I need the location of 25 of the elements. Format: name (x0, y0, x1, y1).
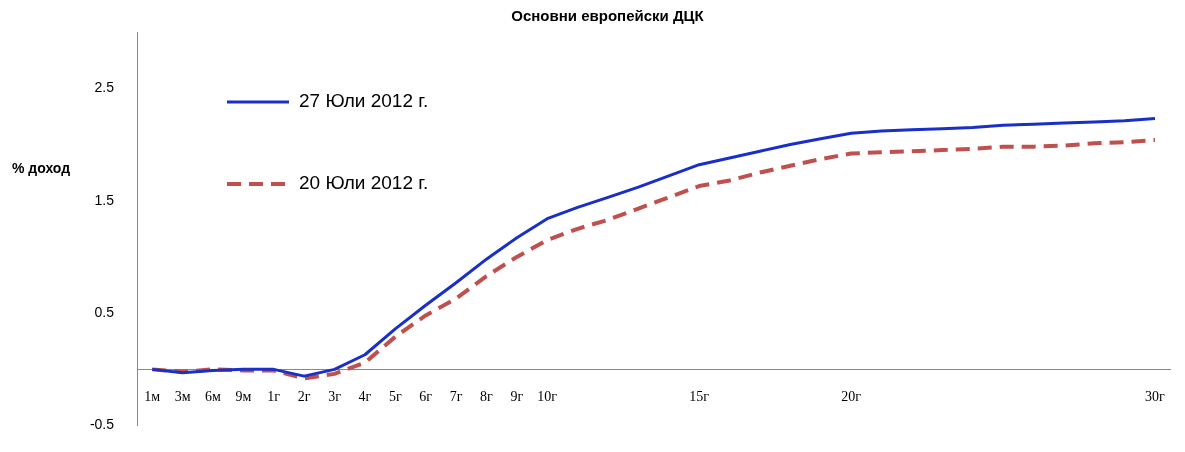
x-tick-label: 3г (328, 389, 342, 405)
x-tick-label: 9м (235, 389, 252, 405)
legend-label: 20 Юли 2012 г. (299, 172, 429, 194)
legend-label: 27 Юли 2012 г. (299, 90, 429, 112)
x-tick-label: 1г (267, 389, 281, 405)
chart-title: Основни европейски ДЦК (511, 7, 705, 25)
y-tick-label: 1.5 (94, 191, 115, 208)
y-axis-title: % доход (12, 160, 71, 176)
x-tick-label: 6м (205, 389, 222, 405)
x-tick-label: 9г (510, 389, 524, 405)
y-tick-label: 0.5 (94, 304, 115, 320)
x-tick-label: 2г (297, 389, 311, 405)
x-tick-label: 15г (689, 389, 710, 405)
x-tick-label: 8г (480, 389, 494, 405)
x-tick-label: 10г (537, 389, 558, 405)
x-tick-label: 3м (174, 389, 191, 405)
x-tick-label: 7г (449, 389, 463, 405)
x-tick-label: 5г (388, 389, 402, 405)
x-tick-label: 30г (1145, 389, 1166, 405)
x-tick-label: 4г (358, 389, 372, 405)
x-tick-label: 1м (144, 389, 161, 405)
x-tick-label: 6г (419, 389, 433, 405)
y-tick-label: 2.5 (94, 79, 115, 96)
y-tick-label: -0.5 (89, 416, 115, 433)
x-tick-label: 20г (841, 389, 862, 405)
